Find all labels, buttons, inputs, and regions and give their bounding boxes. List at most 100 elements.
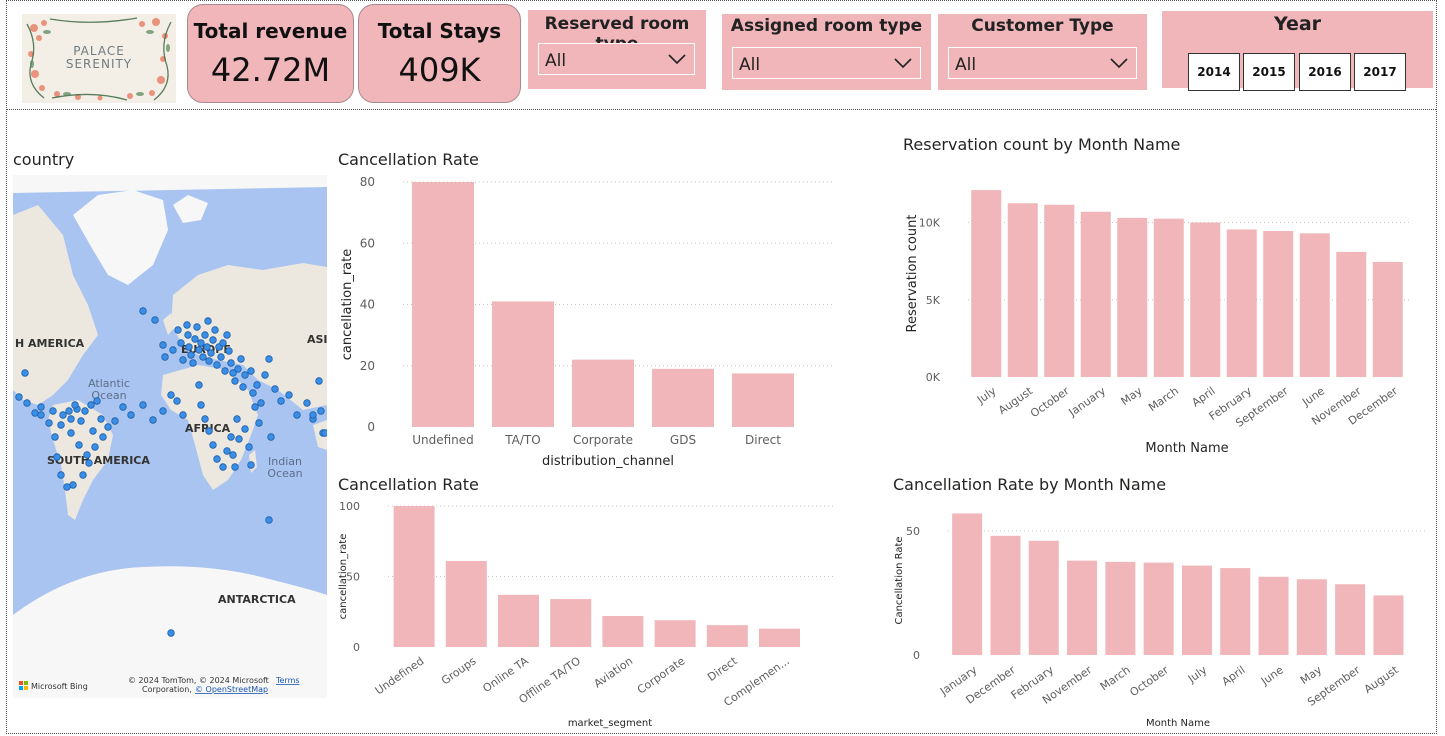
country-bubble[interactable] xyxy=(65,407,73,415)
country-bubble[interactable] xyxy=(159,407,167,415)
country-bubble[interactable] xyxy=(139,401,147,409)
bar-may[interactable] xyxy=(1296,579,1327,655)
country-bubble[interactable] xyxy=(167,629,175,637)
country-bubble[interactable] xyxy=(317,407,325,415)
bar-december[interactable] xyxy=(990,535,1021,655)
country-bubble[interactable] xyxy=(197,401,205,409)
country-bubble[interactable] xyxy=(321,429,327,437)
bar-corporate[interactable] xyxy=(654,620,696,647)
country-bubble[interactable] xyxy=(169,346,177,354)
country-bubble[interactable] xyxy=(221,367,229,375)
country-bubble[interactable] xyxy=(227,359,235,367)
country-bubble[interactable] xyxy=(177,339,185,347)
country-bubble[interactable] xyxy=(201,415,209,423)
cancellation-rate-by-channel-chart[interactable]: 0 20 40 60 80 Undefined TA/TO Corporate GDS Direc… xyxy=(333,170,843,470)
country-bubble[interactable] xyxy=(89,427,97,435)
country-bubble[interactable] xyxy=(67,429,75,437)
customer-type-dropdown[interactable]: All xyxy=(948,47,1137,79)
country-bubble[interactable] xyxy=(315,377,323,385)
country-bubble[interactable] xyxy=(207,349,215,357)
bar-june[interactable] xyxy=(1299,233,1330,377)
country-bubble[interactable] xyxy=(21,369,29,377)
country-bubble[interactable] xyxy=(191,335,199,343)
country-bubble[interactable] xyxy=(213,361,221,369)
country-bubble[interactable] xyxy=(23,399,31,407)
country-bubble[interactable] xyxy=(93,397,101,405)
year-button-2014[interactable]: 2014 xyxy=(1188,53,1240,91)
country-bubble[interactable] xyxy=(219,463,227,471)
assigned-room-dropdown[interactable]: All xyxy=(732,47,921,79)
bar-february[interactable] xyxy=(1226,229,1257,377)
bar-august[interactable] xyxy=(1007,203,1038,377)
country-bubble[interactable] xyxy=(184,331,192,339)
country-bubble[interactable] xyxy=(303,399,311,407)
country-bubble[interactable] xyxy=(179,411,187,419)
country-bubble[interactable] xyxy=(241,425,249,433)
country-bubble[interactable] xyxy=(195,346,203,354)
country-bubble[interactable] xyxy=(67,415,75,423)
country-bubble[interactable] xyxy=(77,417,85,425)
country-bubble[interactable] xyxy=(83,451,91,459)
country-bubble[interactable] xyxy=(139,307,147,315)
bar-groups[interactable] xyxy=(445,560,487,647)
country-bubble[interactable] xyxy=(63,483,71,491)
country-bubble[interactable] xyxy=(127,411,135,419)
bar-undefined[interactable] xyxy=(412,182,474,427)
country-bubble[interactable] xyxy=(183,321,191,329)
country-bubble[interactable] xyxy=(265,516,273,524)
year-button-2015[interactable]: 2015 xyxy=(1243,53,1295,91)
country-bubble[interactable] xyxy=(193,323,201,331)
country-bubble[interactable] xyxy=(161,353,169,361)
country-bubble[interactable] xyxy=(261,371,269,379)
country-bubble[interactable] xyxy=(231,463,239,471)
country-bubble[interactable] xyxy=(91,443,99,451)
year-button-2016[interactable]: 2016 xyxy=(1299,53,1351,91)
country-bubble[interactable] xyxy=(195,381,203,389)
bar-march[interactable] xyxy=(1153,218,1184,377)
country-bubble[interactable] xyxy=(255,419,263,427)
country-bubble[interactable] xyxy=(241,371,249,379)
bar-direct[interactable] xyxy=(732,373,794,427)
country-bubble[interactable] xyxy=(213,455,221,463)
country-bubble[interactable] xyxy=(71,401,79,409)
country-bubble[interactable] xyxy=(253,381,261,389)
country-bubble[interactable] xyxy=(197,339,205,347)
country-bubble[interactable] xyxy=(229,369,237,377)
bar-december[interactable] xyxy=(1372,261,1403,377)
country-bubble[interactable] xyxy=(189,359,197,367)
country-bubble[interactable] xyxy=(69,481,77,489)
bar-april[interactable] xyxy=(1190,222,1221,377)
country-bubble[interactable] xyxy=(271,385,279,393)
country-bubble[interactable] xyxy=(57,421,65,429)
bar-march[interactable] xyxy=(1105,561,1136,655)
bar-undefined[interactable] xyxy=(393,506,435,647)
country-bubble[interactable] xyxy=(229,451,237,459)
bar-january[interactable] xyxy=(1080,211,1111,377)
country-bubble[interactable] xyxy=(205,427,213,435)
country-bubble[interactable] xyxy=(99,433,107,441)
bar-september[interactable] xyxy=(1335,584,1366,655)
country-bubble[interactable] xyxy=(79,471,87,479)
country-bubble[interactable] xyxy=(159,341,167,349)
country-bubble[interactable] xyxy=(309,411,317,419)
country-bubble[interactable] xyxy=(209,441,217,449)
bar-july[interactable] xyxy=(1181,565,1212,655)
country-bubble[interactable] xyxy=(87,401,95,409)
country-bubble[interactable] xyxy=(57,471,65,479)
country-bubble[interactable] xyxy=(245,443,253,451)
country-bubble[interactable] xyxy=(211,326,219,334)
country-bubble[interactable] xyxy=(75,441,83,449)
bar-complemen-[interactable] xyxy=(759,628,800,647)
bar-august[interactable] xyxy=(1373,595,1404,655)
country-bubble[interactable] xyxy=(219,339,227,347)
country-map[interactable]: H AMERICA EUROPE ASI AFRICA SOUTH AMERIC… xyxy=(13,175,327,698)
bar-february[interactable] xyxy=(1028,540,1059,655)
country-bubble[interactable] xyxy=(199,353,207,361)
bar-january[interactable] xyxy=(952,513,983,655)
bar-june[interactable] xyxy=(1258,576,1289,655)
bar-direct[interactable] xyxy=(706,625,748,647)
country-bubble[interactable] xyxy=(251,403,259,411)
country-bubble[interactable] xyxy=(267,433,275,441)
country-bubble[interactable] xyxy=(225,347,233,355)
